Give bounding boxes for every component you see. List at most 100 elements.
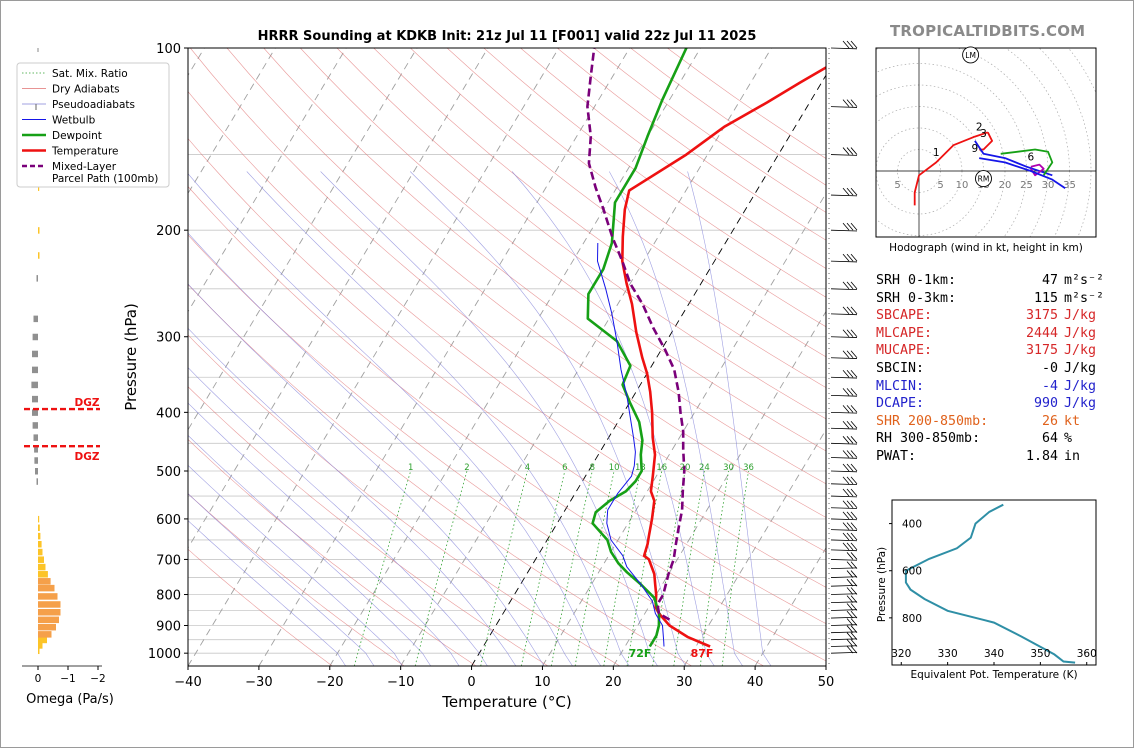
omega-bar: [38, 584, 55, 592]
wind-barb-flag: [846, 350, 854, 359]
stat-row: SBCIN: -0 J/kg: [876, 360, 1104, 378]
parcel-path-line: [586, 48, 686, 621]
wind-barb: [830, 106, 858, 108]
wind-barb-flag: [842, 532, 850, 541]
mixing-ratio-label: 20: [680, 463, 691, 473]
skewt-axes-frame: [187, 47, 827, 667]
isotherm-line: [400, 48, 772, 666]
pseudoadiabat: [188, 283, 545, 666]
stat-label: MLCIN:: [876, 378, 925, 394]
y-tick-label: 100: [156, 42, 181, 57]
wind-barb: [830, 539, 858, 542]
omega-axis-label: Omega (Pa/s): [26, 692, 114, 707]
hodograph-ring-label: 10: [956, 180, 969, 191]
theta-y-axis-label: Pressure (hPa): [876, 547, 888, 622]
stat-unit: J/kg: [1064, 325, 1097, 341]
theta-x-axis-label: Equivalent Pot. Temperature (K): [910, 669, 1077, 681]
legend-label: Parcel Path (100mb): [52, 173, 158, 185]
hodograph-ring-label: 30: [1042, 180, 1055, 191]
dry-adiabat: [188, 138, 826, 624]
omega-bar: [32, 333, 38, 341]
mixing-ratio-label: 36: [743, 463, 754, 473]
omega-bar: [38, 616, 59, 624]
dgz-label: DGZ: [75, 451, 100, 463]
wind-barb-flag: [846, 99, 854, 107]
hodograph-height-label: 3: [980, 128, 987, 140]
pseudoadiabat: [320, 171, 658, 666]
wind-barb-flag: [850, 281, 858, 290]
theta-y-tick-label: 600: [902, 566, 922, 578]
dry-adiabat: [373, 48, 826, 388]
wind-barb-flag: [850, 488, 858, 497]
wind-barb-flag: [850, 350, 858, 359]
wind-barb-flag: [842, 187, 850, 196]
y-tick-label: 600: [156, 513, 181, 528]
hodograph-ring-label: 5: [894, 180, 900, 191]
dry-adiabat: [263, 48, 826, 485]
x-tick-label: −20: [316, 675, 343, 690]
stat-row: RH 300-850mb: 64%: [876, 430, 1104, 448]
dewpoint-line: [586, 48, 688, 648]
wind-barb-flag: [846, 476, 854, 485]
wind-barb-flag: [842, 253, 850, 262]
omega-bar: [38, 578, 51, 585]
wind-barb-flag: [850, 436, 858, 444]
wind-barb-flag: [842, 542, 850, 551]
stat-unit: m²s⁻²: [1064, 290, 1105, 306]
theta-x-tick-label: 340: [984, 648, 1004, 660]
x-tick-label: −40: [174, 675, 201, 690]
dry-adiabat: [188, 334, 621, 666]
wind-barb-flag: [846, 610, 854, 619]
mixing-ratio-line: [353, 470, 412, 666]
stat-row: MLCIN: -4 J/kg: [876, 378, 1104, 396]
wind-barb: [830, 47, 858, 50]
theta-e-line: [904, 503, 1076, 664]
pseudoadiabat: [188, 232, 573, 666]
stat-label: DCAPE:: [876, 396, 925, 412]
theta-x-tick-label: 360: [1077, 648, 1097, 660]
legend-label: Temperature: [51, 146, 119, 158]
wind-barb-flag: [846, 532, 854, 541]
theta-x-tick-label: 350: [1030, 648, 1050, 660]
wind-barb: [830, 194, 858, 197]
omega-bar: [38, 623, 56, 631]
isotherm-line: [754, 546, 826, 666]
wind-barb-flag: [846, 436, 854, 444]
mixing-ratio-label: 6: [562, 463, 567, 473]
dry-adiabat: [188, 386, 549, 666]
omega-bar: [38, 647, 40, 655]
wind-barb: [830, 313, 858, 316]
wind-barb: [830, 549, 858, 552]
wind-barb-flag: [846, 306, 854, 315]
stat-label: SHR 200-850mb:: [876, 413, 989, 429]
mixing-ratio-label: 13: [635, 463, 646, 473]
dry-adiabat: [410, 48, 826, 358]
omega-bar: [38, 609, 61, 616]
wind-barb-flag: [850, 500, 858, 508]
dry-adiabat: [190, 48, 826, 553]
wind-barb-flag: [850, 329, 858, 338]
mixing-ratio-label: 4: [525, 463, 530, 473]
wind-barb-flag: [850, 542, 858, 551]
theta-y-tick-label: 400: [902, 519, 922, 531]
wind-barb-flag: [842, 488, 850, 497]
wind-barb: [830, 357, 858, 359]
legend-label: Pseudoadiabats: [52, 99, 135, 111]
wind-barb: [830, 336, 858, 338]
x-tick-label: 50: [818, 675, 835, 690]
stat-value: -0: [1041, 360, 1058, 376]
wind-barb-flag: [846, 388, 854, 396]
wind-barb: [830, 483, 858, 486]
stat-label: SRH 0-3km:: [876, 290, 957, 306]
wind-barb-flag: [842, 511, 850, 520]
legend-box: [16, 62, 170, 188]
wind-barb: [830, 529, 858, 531]
omega-bar: [38, 601, 61, 608]
wind-barb: [830, 442, 858, 445]
wind-barb-flag: [846, 587, 854, 595]
y-tick-label: 500: [156, 465, 181, 480]
wind-barb-flag: [850, 632, 858, 640]
wind-barb-flag: [842, 147, 850, 155]
wind-barb: [830, 229, 858, 232]
omega-bar: [38, 563, 46, 571]
